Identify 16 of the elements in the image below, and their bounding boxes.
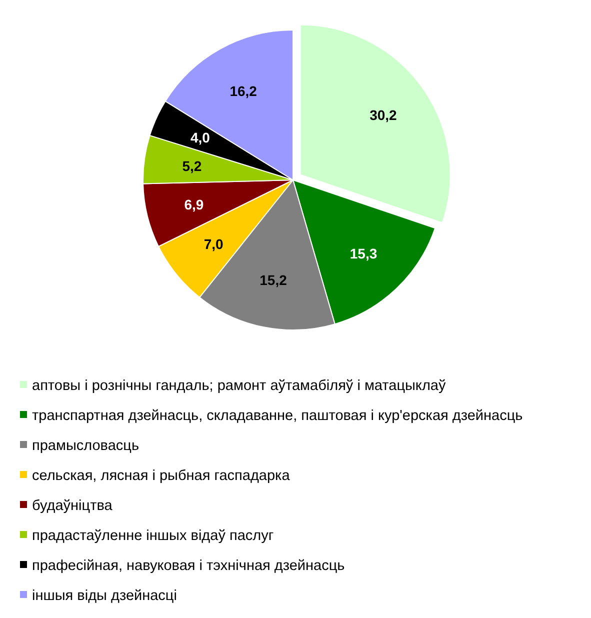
data-label: 6,9: [184, 196, 204, 212]
data-label: 15,3: [350, 246, 378, 262]
legend-label: прадастаўленне іншых відаў паслуг: [32, 528, 274, 544]
legend-label: будаўніцтва: [32, 498, 114, 514]
data-label: 7,0: [204, 236, 224, 252]
data-label: 4,0: [190, 130, 210, 146]
data-label: 15,2: [260, 272, 288, 288]
data-label: 30,2: [370, 107, 398, 124]
legend-label: сельская, лясная і рыбная гаспадарка: [32, 468, 291, 484]
legend-label: іншыя віды дзейнасці: [32, 588, 177, 604]
legend-label: прамысловасць: [32, 438, 140, 454]
data-label: 16,2: [230, 82, 258, 99]
legend-label: прафесійная, навуковая і тэхнічная дзейнасць: [32, 558, 345, 574]
data-label: 5,2: [182, 158, 202, 174]
legend-label: транспартная дзейнасць, складаванне, паштовая і кур'ерская дзейнасць: [32, 408, 523, 424]
legend-label: аптовы і рознічны гандаль; рамонт аўтамабіляў і матацыклаў: [32, 378, 446, 394]
